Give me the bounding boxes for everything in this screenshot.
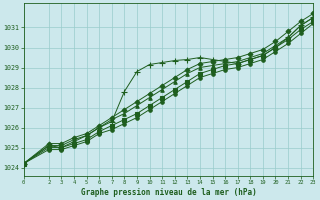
X-axis label: Graphe pression niveau de la mer (hPa): Graphe pression niveau de la mer (hPa) — [81, 188, 256, 197]
